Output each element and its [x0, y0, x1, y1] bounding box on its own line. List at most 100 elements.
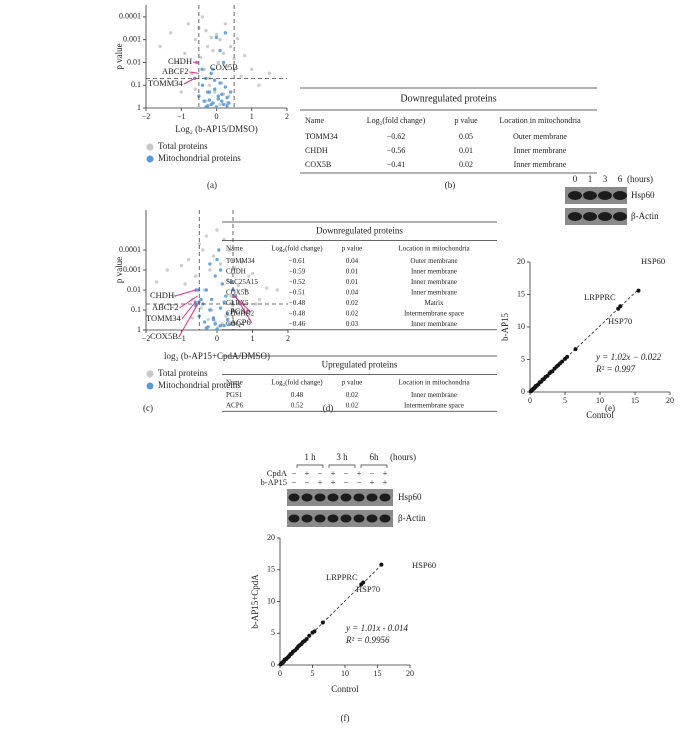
treatment-sign: −	[344, 477, 349, 487]
data-point	[208, 262, 212, 266]
blot-band	[568, 212, 582, 221]
table-cell: Outer membrane	[513, 132, 567, 141]
treatment-sign: +	[370, 477, 375, 487]
blot-band	[613, 191, 627, 200]
data-point	[240, 260, 244, 264]
x-tick-label: 0	[278, 669, 282, 678]
data-point	[228, 90, 233, 94]
table-cell: Intermembrane space	[404, 310, 464, 318]
table-cell: 0.01	[459, 146, 473, 155]
data-point	[257, 83, 261, 87]
table-cell: Inner membrane	[411, 278, 457, 286]
data-point	[222, 323, 226, 328]
x-tick-label: 1	[250, 112, 254, 121]
panel-label: (e)	[605, 403, 615, 413]
annotation-arrow	[174, 289, 197, 297]
data-point	[225, 64, 229, 69]
data-point	[221, 102, 226, 107]
table-cell: −0.48	[289, 299, 306, 307]
time-label: 3 h	[336, 452, 348, 462]
data-point	[206, 317, 210, 322]
table-cell: 0.01	[346, 268, 359, 276]
table-cell: 0.04	[346, 289, 359, 297]
data-point	[207, 98, 212, 102]
data-point	[243, 53, 247, 58]
table-title: Downregulated proteins	[316, 225, 403, 235]
table-cell: Inner membrane	[514, 146, 567, 155]
x-tick-label: −2	[142, 112, 151, 121]
blot-band	[340, 493, 352, 502]
data-point	[218, 262, 223, 266]
r-squared: R² = 0.9956	[345, 635, 390, 645]
data-point	[216, 60, 220, 65]
data-point	[224, 314, 228, 318]
annotation: HSP70	[608, 316, 632, 326]
data-point	[209, 71, 213, 76]
y-tick-label: 20	[267, 533, 275, 542]
blot-band	[366, 493, 378, 502]
y-tick-label: 0.0001	[119, 12, 141, 21]
x-axis-label: log₂ (b-AP15+CpdA/DMSO)	[164, 351, 270, 361]
data-point	[172, 294, 177, 298]
y-axis-label: b-AP15+CpdA	[250, 574, 260, 629]
data-point	[179, 263, 184, 268]
lane-label: 1	[588, 174, 593, 184]
table-cell: CHCHD2	[226, 310, 255, 318]
table-cell: 0.48	[291, 391, 304, 399]
data-point	[636, 288, 641, 293]
table-cell: PGS1	[226, 391, 243, 399]
annotation-arrow	[181, 301, 196, 320]
data-point	[218, 323, 223, 328]
table-cell: −0.41	[387, 160, 406, 169]
blot-band	[613, 212, 627, 221]
table-cell: Inner membrane	[411, 289, 457, 297]
x-tick-label: 2	[286, 334, 290, 343]
data-point	[215, 228, 219, 232]
table-cell: 0.04	[346, 257, 359, 265]
x-tick-label: 20	[666, 396, 674, 405]
data-point	[233, 266, 237, 270]
table: Downregulated proteins Name Log₂(fold chan…	[222, 221, 497, 331]
table-cell: Inner membrane	[411, 268, 457, 276]
data-point	[216, 94, 220, 98]
legend-swatch	[146, 382, 154, 390]
annotation: ABCF2	[152, 302, 178, 312]
table-cell: Matrix	[424, 299, 444, 307]
data-point	[209, 297, 214, 302]
table-title: Downregulated proteins	[400, 93, 496, 104]
bracket	[328, 464, 356, 468]
table-cell: TOMM34	[305, 132, 338, 141]
table-cell: −0.62	[387, 132, 406, 141]
x-tick-label: −2	[142, 334, 151, 343]
data-point	[224, 294, 228, 298]
table-cell: Inner membrane	[411, 391, 457, 399]
treatment-sign: +	[318, 477, 323, 487]
fit-line	[279, 564, 382, 666]
blot-band	[598, 191, 612, 200]
x-tick-label: 2	[285, 112, 289, 121]
y-axis-label: b-AP15	[500, 313, 510, 342]
data-point	[200, 15, 205, 19]
y-tick-label: 15	[517, 289, 525, 298]
table: Upregulated proteins Name Log₂(fold change…	[222, 355, 497, 412]
y-tick-label: 15	[267, 565, 275, 574]
table-cell: TOMM34	[226, 257, 255, 265]
treatment-sign: −	[318, 468, 323, 478]
data-point	[199, 306, 203, 310]
table-header: Location in mitochondria	[499, 116, 581, 125]
table-cell: 0.02	[346, 391, 359, 399]
data-point	[196, 288, 201, 292]
legend-label: Total proteins	[158, 368, 208, 378]
data-point	[204, 234, 209, 238]
y-tick-label: 1	[137, 103, 141, 112]
y-tick-label: 0.0001	[119, 245, 141, 254]
annotation-arrow	[179, 295, 198, 309]
band-label: Hsp60	[631, 190, 655, 200]
data-point	[275, 288, 280, 292]
data-point	[214, 32, 219, 37]
panel-label: (a)	[207, 180, 217, 190]
blot-band	[314, 493, 326, 502]
table-cell: −0.59	[289, 268, 306, 276]
y-tick-label: 0.01	[127, 57, 141, 66]
data-point	[211, 48, 215, 53]
